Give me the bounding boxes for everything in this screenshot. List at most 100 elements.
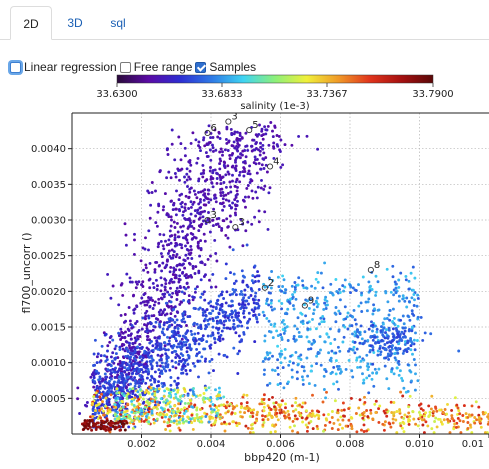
data-point: [207, 200, 211, 204]
data-point: [199, 210, 203, 214]
data-point: [113, 394, 117, 398]
data-point: [188, 315, 192, 318]
data-point: [435, 425, 439, 429]
data-point: [330, 370, 334, 374]
data-point: [369, 408, 373, 412]
data-point: [242, 174, 246, 178]
data-point: [418, 416, 422, 420]
data-point: [111, 351, 115, 355]
data-point: [164, 301, 168, 305]
data-point: [330, 349, 334, 353]
data-point: [166, 363, 170, 367]
data-point: [287, 300, 291, 304]
data-point: [185, 167, 189, 171]
tab-3d[interactable]: 3D: [67, 16, 83, 30]
data-point: [183, 208, 187, 212]
data-point: [315, 362, 318, 366]
data-point: [105, 419, 109, 423]
data-point: [230, 299, 234, 303]
data-point: [213, 341, 217, 345]
data-point: [102, 409, 105, 413]
data-point: [166, 421, 170, 425]
data-point: [409, 344, 413, 348]
data-point: [388, 354, 392, 358]
data-point: [402, 416, 406, 420]
data-point: [174, 419, 178, 423]
data-point: [228, 293, 232, 297]
data-point: [170, 317, 174, 321]
linear-regression-checkbox[interactable]: [10, 61, 21, 73]
data-point: [231, 292, 234, 296]
data-point: [185, 178, 189, 182]
data-point: [197, 202, 201, 206]
data-point: [383, 420, 387, 424]
data-point: [294, 396, 298, 400]
tab-sql[interactable]: sql: [110, 16, 126, 30]
data-point: [136, 345, 140, 349]
data-point: [173, 236, 177, 240]
data-point: [334, 320, 338, 324]
data-point: [105, 414, 108, 418]
data-point: [202, 392, 206, 395]
data-point: [234, 207, 238, 211]
data-point: [202, 275, 206, 278]
data-point: [386, 354, 390, 358]
data-point: [177, 342, 181, 346]
data-point: [242, 296, 246, 300]
data-point: [183, 154, 187, 158]
samples-checkbox[interactable]: [195, 61, 207, 73]
data-point: [218, 394, 222, 397]
data-point: [215, 177, 219, 180]
data-point: [272, 141, 276, 145]
data-point: [180, 192, 184, 196]
data-point: [458, 412, 462, 416]
data-point: [142, 293, 146, 297]
data-point: [310, 284, 314, 288]
data-point: [164, 265, 168, 268]
data-point: [174, 337, 177, 341]
data-point: [178, 302, 182, 306]
data-point: [126, 327, 130, 331]
data-point: [99, 416, 103, 420]
data-point: [241, 280, 245, 284]
data-point: [419, 407, 423, 411]
tab-2d[interactable]: 2D: [10, 6, 52, 40]
data-point: [103, 420, 107, 424]
data-point: [169, 312, 173, 316]
data-point: [226, 316, 230, 320]
data-point: [239, 290, 243, 293]
data-point: [184, 273, 188, 277]
data-point: [98, 360, 102, 364]
data-point: [411, 312, 414, 316]
data-point: [186, 241, 190, 245]
data-point: [135, 282, 139, 286]
data-point: [151, 399, 155, 403]
data-point: [214, 196, 218, 200]
data-point: [178, 359, 181, 363]
data-point: [193, 290, 197, 294]
data-point: [253, 313, 257, 317]
data-point: [218, 162, 222, 166]
data-point: [252, 161, 256, 165]
sample-marker-label: 2: [268, 278, 274, 289]
data-point: [225, 355, 229, 359]
data-point: [101, 378, 105, 382]
data-point: [140, 363, 144, 367]
data-point: [414, 331, 417, 335]
data-point: [316, 280, 320, 284]
data-point: [407, 328, 411, 331]
data-point: [167, 325, 171, 329]
data-point: [448, 431, 452, 434]
data-point: [209, 166, 212, 169]
data-point: [166, 153, 170, 156]
data-point: [371, 348, 375, 352]
data-point: [469, 425, 473, 429]
free-range-checkbox[interactable]: [119, 61, 131, 73]
data-point: [392, 316, 396, 320]
data-point: [167, 215, 171, 219]
data-point: [170, 351, 174, 354]
data-point: [392, 293, 396, 297]
data-point: [323, 340, 327, 344]
data-point: [176, 323, 179, 327]
data-point: [245, 401, 249, 405]
